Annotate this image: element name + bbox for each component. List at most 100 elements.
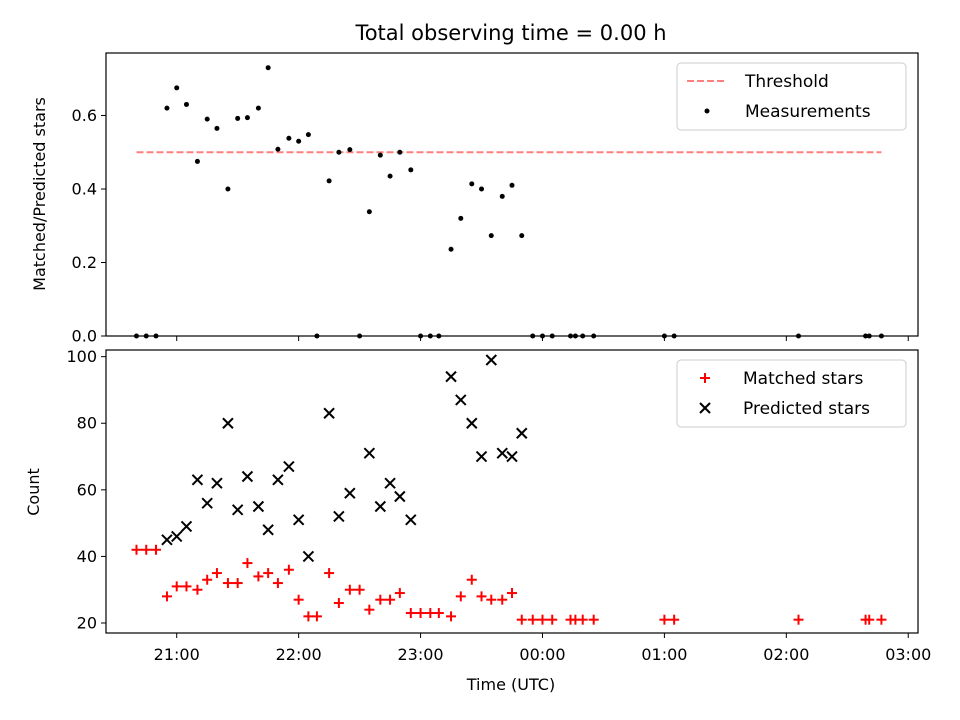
predicted-star-point [405, 514, 417, 526]
matched-star-point [476, 591, 487, 602]
predicted-star-d2 [384, 477, 396, 489]
matched-star-point [486, 594, 497, 605]
matched-star-point [405, 608, 416, 619]
matched-star-point [232, 578, 243, 589]
predicted-star-point [161, 534, 173, 546]
predicted-star-d2 [171, 530, 183, 543]
matched-star-point [455, 591, 466, 602]
matched-star-point [415, 608, 426, 619]
bottom-y-tick-label: 40 [77, 547, 97, 566]
legend-threshold-label: Threshold [744, 72, 829, 92]
matched-star-point [577, 614, 588, 625]
predicted-star-point [302, 550, 315, 563]
measurement-point [509, 182, 515, 188]
matched-star-point [242, 558, 253, 569]
measurement-point [214, 125, 220, 131]
measurement-point [488, 233, 494, 239]
predicted-star-point [323, 407, 335, 419]
predicted-star-point [374, 500, 387, 513]
matched-star-point [311, 611, 322, 622]
measurement-point [519, 233, 525, 239]
matched-star-point [344, 584, 355, 595]
measurement-point [499, 193, 505, 199]
predicted-star-point [485, 354, 497, 366]
bottom-x-tick-label: 22:00 [276, 645, 322, 664]
predicted-star-d2 [283, 460, 295, 473]
chart-title: Total observing time = 0.00 h [354, 21, 666, 45]
predicted-star-point [445, 370, 457, 383]
predicted-star-d2 [292, 514, 305, 526]
legend-measurements-label: Measurements [745, 102, 871, 122]
predicted-star-point [466, 417, 478, 429]
matched-star-point [131, 544, 142, 555]
matched-star-point [497, 594, 508, 605]
predicted-star-point [191, 474, 204, 486]
bottom-x-ticks: 21:00 22:00 23:00 00:00 01:00 02:00 03:00 [154, 633, 931, 664]
predicted-star-point [455, 394, 467, 406]
measurement-point [194, 158, 200, 164]
measurement-point [377, 152, 383, 158]
matched-star-point [333, 598, 344, 609]
bottom-legend: Matched stars Predicted stars [676, 359, 907, 428]
x-axis-label: Time (UTC) [466, 675, 555, 694]
matched-star-point [537, 614, 548, 625]
predicted-star-d2 [222, 417, 234, 429]
measurement-point [408, 167, 414, 173]
top-x-ticks [176, 336, 909, 341]
matched-star-point [253, 571, 264, 582]
predicted-star-d2 [262, 524, 274, 536]
predicted-star-point [516, 427, 528, 439]
matched-star-point [303, 611, 314, 622]
matched-star-point [263, 568, 274, 579]
bottom-x-tick-label: 03:00 [885, 645, 931, 664]
predicted-star-point [272, 474, 284, 486]
matched-star-point [161, 591, 172, 602]
matched-star-point [141, 544, 152, 555]
measurement-point [275, 146, 281, 152]
legend-matched-label: Matched stars [743, 369, 863, 389]
matched-star-point [394, 588, 405, 599]
measurement-point [235, 115, 241, 121]
bottom-y-tick-label: 80 [77, 414, 97, 433]
measurement-point [469, 181, 475, 187]
predicted-star-d2 [374, 500, 387, 513]
measurement-point [225, 186, 231, 192]
matched-star-point [659, 614, 670, 625]
top-y-ticks: 0.0 0.2 0.4 0.6 [72, 106, 106, 346]
predicted-star-point [363, 447, 376, 459]
predicted-star-d2 [333, 510, 345, 523]
measurement-point [255, 105, 261, 111]
matched-star-point [283, 564, 294, 575]
matched-star-point [375, 594, 386, 605]
bottom-plot-area [131, 354, 887, 625]
predicted-star-point [344, 487, 356, 499]
bottom-y-tick-label: 60 [77, 480, 97, 499]
predicted-star-d2 [211, 477, 223, 489]
measurement-point [479, 186, 485, 192]
measurement-point [204, 116, 210, 122]
predicted-star-d2 [344, 487, 356, 499]
predicted-star-point [222, 417, 234, 429]
measurement-point [174, 85, 180, 91]
legend-measurements-swatch [704, 108, 710, 114]
predicted-star-d2 [485, 354, 497, 366]
predicted-star-d2 [302, 550, 315, 563]
predicted-star-d2 [252, 500, 265, 513]
matched-star-point [324, 568, 335, 579]
matched-star-point [364, 604, 375, 615]
measurement-point [458, 215, 464, 221]
matched-star-point [181, 581, 192, 592]
bottom-x-tick-label: 01:00 [641, 645, 687, 664]
predicted-star-point [292, 514, 305, 526]
bottom-x-tick-label: 21:00 [154, 645, 200, 664]
top-y-tick-label: 0.2 [72, 253, 97, 272]
top-axes-frame [105, 52, 919, 337]
legend-matched-swatch [700, 373, 710, 383]
matched-star-point [425, 608, 436, 619]
predicted-star-point [201, 497, 213, 509]
matched-star-point [211, 568, 222, 579]
bottom-y-tick-label: 100 [66, 347, 97, 366]
matched-star-point [547, 614, 558, 625]
predicted-star-point [506, 450, 518, 463]
